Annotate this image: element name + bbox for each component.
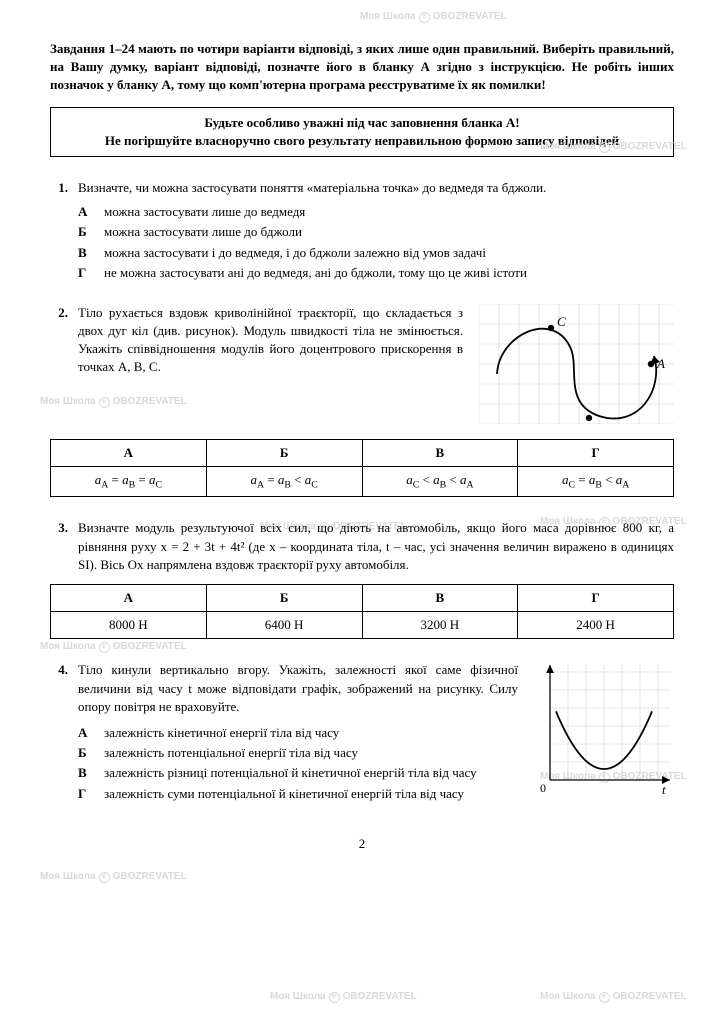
table-cell: 2400 Н xyxy=(518,612,674,639)
option-letter: Б xyxy=(78,744,92,762)
option-row: Взалежність різниці потенціальної й кіне… xyxy=(78,764,518,782)
option-row: Гне можна застосувати ані до ведмедя, ан… xyxy=(78,264,674,282)
option-letter: Б xyxy=(78,223,92,241)
table-header: В xyxy=(362,440,518,467)
question-1: 1. Визначте, чи можна застосувати понятт… xyxy=(50,179,674,282)
table-cell: aA = aB < aC xyxy=(206,467,362,497)
option-text: залежність потенціальної енергії тіла ві… xyxy=(104,744,518,762)
option-letter: А xyxy=(78,203,92,221)
option-row: Бзалежність потенціальної енергії тіла в… xyxy=(78,744,518,762)
table-cell: aA = aB = aC xyxy=(51,467,207,497)
q4-figure: 0t xyxy=(534,661,674,801)
option-letter: Г xyxy=(78,785,92,803)
table-header: Б xyxy=(206,585,362,612)
option-letter: В xyxy=(78,244,92,262)
option-letter: Г xyxy=(78,264,92,282)
watermark: Моя Школа e OBOZREVATEL xyxy=(40,870,187,884)
question-3: 3. Визначте модуль результуючої всіх сил… xyxy=(50,519,674,639)
q2-figure: C A B xyxy=(479,304,674,429)
table-cell: 8000 Н xyxy=(51,612,207,639)
svg-text:A: A xyxy=(656,356,665,371)
question-4: 4. Тіло кинули вертикально вгору. Укажіт… xyxy=(50,661,674,804)
option-text: можна застосувати лише до ведмедя xyxy=(104,203,674,221)
option-text: залежність суми потенціальної й кінетичн… xyxy=(104,785,518,803)
svg-text:t: t xyxy=(662,782,666,796)
q1-number: 1. xyxy=(50,179,68,197)
option-text: не можна застосувати ані до ведмедя, ані… xyxy=(104,264,674,282)
table-header: Г xyxy=(518,440,674,467)
q3-text: Визначте модуль результуючої всіх сил, щ… xyxy=(78,519,674,574)
watermark: Моя Школа e OBOZREVATEL xyxy=(540,990,687,1004)
table-cell: 3200 Н xyxy=(362,612,518,639)
option-row: Бможна застосувати лише до бджоли xyxy=(78,223,674,241)
q4-number: 4. xyxy=(50,661,68,679)
table-cell: aC < aB < aA xyxy=(362,467,518,497)
table-header: В xyxy=(362,585,518,612)
watermark: Моя Школа e OBOZREVATEL xyxy=(360,10,507,24)
table-header: А xyxy=(51,440,207,467)
q4-text: Тіло кинули вертикально вгору. Укажіть, … xyxy=(78,661,518,716)
notice-line-2: Не погіршуйте власноручно свого результа… xyxy=(61,132,663,150)
table-cell: 6400 Н xyxy=(206,612,362,639)
svg-text:B: B xyxy=(587,422,595,424)
watermark: Моя Школа e OBOZREVATEL xyxy=(270,990,417,1004)
question-2: 2. Тіло рухається вздовж криволінійної т… xyxy=(50,304,674,498)
option-text: залежність різниці потенціальної й кінет… xyxy=(104,764,518,782)
svg-text:C: C xyxy=(557,314,566,329)
instructions: Завдання 1–24 мають по чотири варіанти в… xyxy=(50,40,674,95)
q2-text: Тіло рухається вздовж криволінійної трає… xyxy=(78,304,463,377)
notice-line-1: Будьте особливо уважні під час заповненн… xyxy=(61,114,663,132)
option-text: залежність кінетичної енергії тіла від ч… xyxy=(104,724,518,742)
svg-text:0: 0 xyxy=(540,781,546,795)
option-text: можна застосувати лише до бджоли xyxy=(104,223,674,241)
q1-text: Визначте, чи можна застосувати поняття «… xyxy=(78,179,674,197)
option-row: Азалежність кінетичної енергії тіла від … xyxy=(78,724,518,742)
option-row: Вможна застосувати і до ведмедя, і до бд… xyxy=(78,244,674,262)
q3-answer-table: АБВГ 8000 Н6400 Н3200 Н2400 Н xyxy=(50,584,674,639)
q3-number: 3. xyxy=(50,519,68,537)
option-row: Гзалежність суми потенціальної й кінетич… xyxy=(78,785,518,803)
watermark: Моя Школа e OBOZREVATEL xyxy=(40,640,187,654)
option-letter: А xyxy=(78,724,92,742)
table-header: А xyxy=(51,585,207,612)
option-row: Аможна застосувати лише до ведмедя xyxy=(78,203,674,221)
q2-answer-table: АБВГ aA = aB = aCaA = aB < aCaC < aB < a… xyxy=(50,439,674,497)
notice-box: Будьте особливо уважні під час заповненн… xyxy=(50,107,674,157)
page-number: 2 xyxy=(50,835,674,853)
q2-number: 2. xyxy=(50,304,68,322)
table-header: Г xyxy=(518,585,674,612)
option-letter: В xyxy=(78,764,92,782)
option-text: можна застосувати і до ведмедя, і до бдж… xyxy=(104,244,674,262)
table-cell: aC = aB < aA xyxy=(518,467,674,497)
table-header: Б xyxy=(206,440,362,467)
